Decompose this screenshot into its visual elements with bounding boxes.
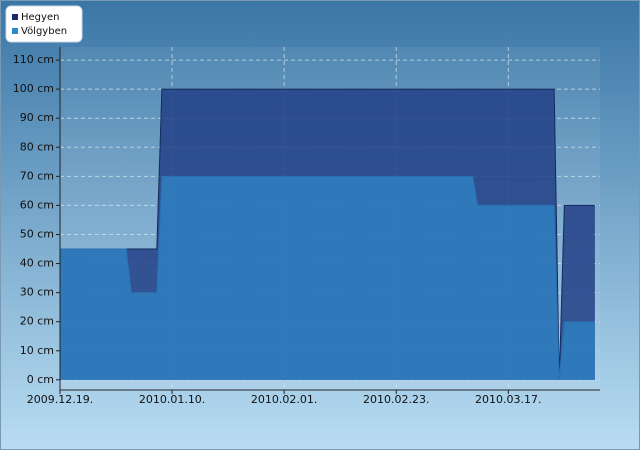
y-tick-label: 10 cm (20, 344, 54, 357)
y-tick-label: 20 cm (20, 315, 54, 328)
y-tick-label: 70 cm (20, 169, 54, 182)
x-tick-label: 2010.03.17. (475, 393, 541, 406)
legend-swatch (12, 14, 18, 20)
y-tick-label: 0 cm (27, 373, 54, 386)
x-tick-label: 2010.02.01. (251, 393, 317, 406)
y-tick-label: 30 cm (20, 286, 54, 299)
x-tick-label: 2009.12.19. (27, 393, 93, 406)
y-tick-label: 90 cm (20, 111, 54, 124)
x-tick-label: 2010.01.10. (139, 393, 205, 406)
area-line (60, 88, 595, 380)
y-tick-label: 50 cm (20, 227, 54, 240)
x-tick-label: 2010.02.23. (363, 393, 429, 406)
y-tick-label: 80 cm (20, 140, 54, 153)
y-tick-label: 40 cm (20, 257, 54, 270)
legend-swatch (12, 28, 18, 34)
legend-label: Hegyen (21, 12, 59, 23)
y-tick-label: 110 cm (13, 53, 54, 66)
y-tick-label: 100 cm (13, 82, 54, 95)
legend-box (5, 5, 83, 43)
legend-label: Völgyben (21, 26, 67, 37)
area-line (60, 175, 595, 380)
y-tick-label: 60 cm (20, 198, 54, 211)
area (60, 176, 595, 380)
